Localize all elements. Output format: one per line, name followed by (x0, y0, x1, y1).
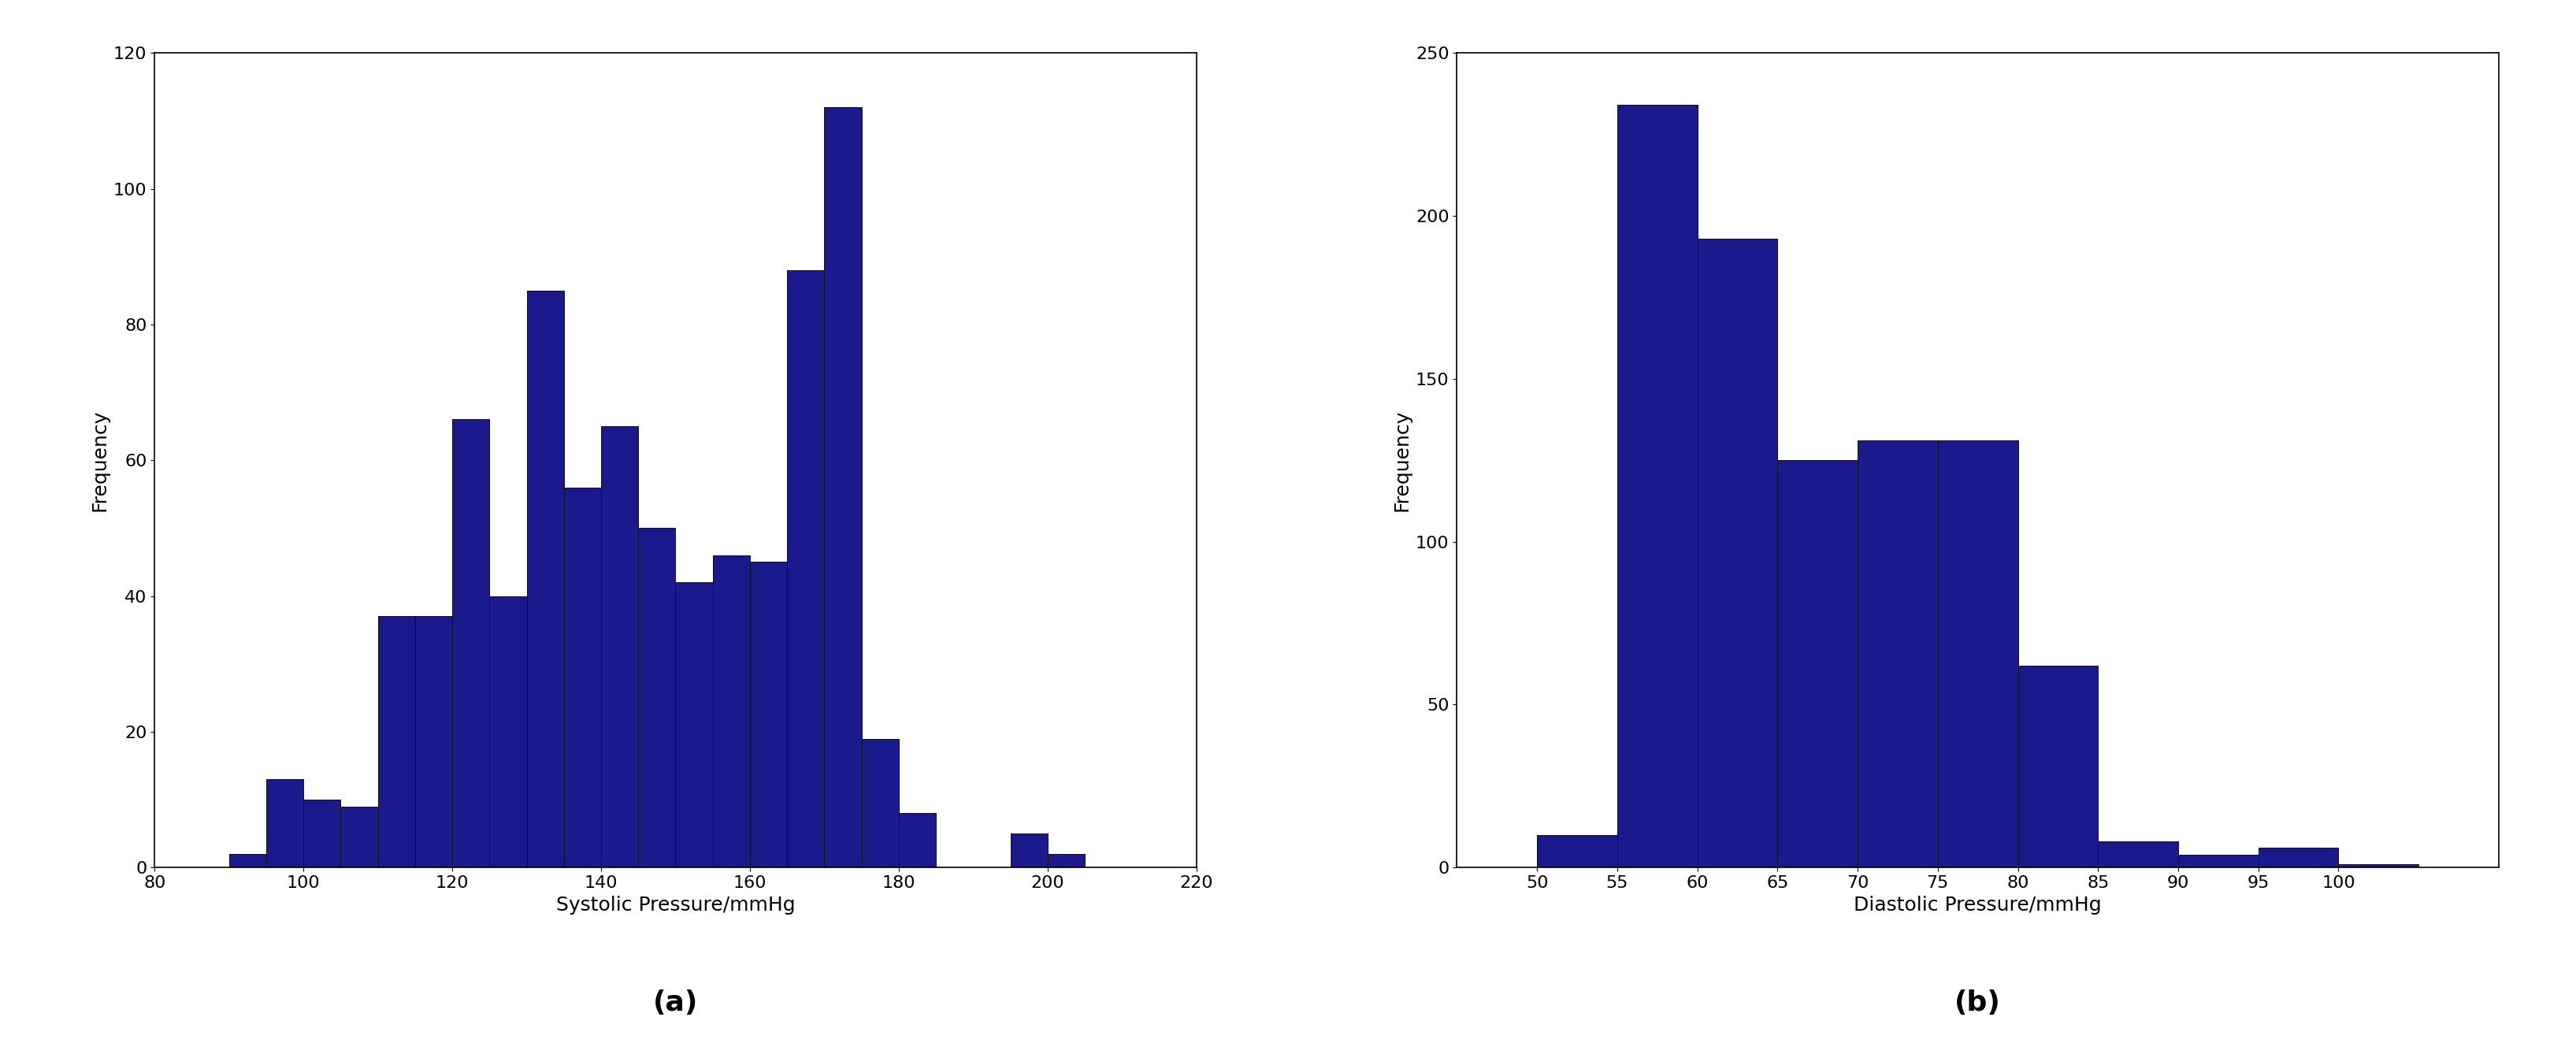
Bar (340, 806, 379, 868)
Bar (1538, 835, 1618, 868)
X-axis label: Systolic Pressure/mmHg: Systolic Pressure/mmHg (556, 895, 796, 914)
Bar (714, 555, 750, 868)
Bar (265, 780, 304, 868)
Bar (526, 291, 564, 868)
Bar (1010, 834, 1048, 868)
Bar (304, 800, 340, 868)
Bar (229, 854, 265, 868)
Text: (b): (b) (1955, 990, 2002, 1017)
Bar (1937, 441, 2017, 868)
Bar (415, 617, 453, 868)
Bar (2017, 665, 2097, 868)
Bar (489, 596, 526, 868)
Bar (675, 583, 714, 868)
Bar (824, 107, 860, 868)
Bar (750, 562, 788, 868)
Bar (2179, 855, 2259, 868)
Text: (a): (a) (652, 990, 698, 1017)
Bar (1777, 460, 1857, 868)
Y-axis label: Frequency: Frequency (1394, 409, 1412, 511)
Bar (2339, 864, 2419, 868)
Y-axis label: Frequency: Frequency (90, 409, 108, 511)
Bar (1618, 105, 1698, 868)
Bar (379, 617, 415, 868)
Bar (1048, 854, 1084, 868)
Bar (639, 528, 675, 868)
Bar (788, 270, 824, 868)
Bar (2259, 849, 2339, 868)
Bar (2097, 841, 2179, 868)
Bar (860, 738, 899, 868)
Bar (1698, 239, 1777, 868)
Bar (899, 814, 935, 868)
Bar (600, 426, 639, 868)
Bar (1857, 441, 1937, 868)
Bar (564, 488, 600, 868)
X-axis label: Diastolic Pressure/mmHg: Diastolic Pressure/mmHg (1855, 895, 2102, 914)
Bar (453, 420, 489, 868)
